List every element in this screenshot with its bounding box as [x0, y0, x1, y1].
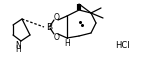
- Text: B: B: [46, 22, 52, 32]
- Text: O: O: [54, 32, 60, 41]
- Text: H: H: [64, 38, 70, 48]
- Text: O: O: [54, 12, 60, 22]
- Text: H: H: [15, 45, 21, 53]
- Text: HCl: HCl: [115, 41, 129, 51]
- Text: N: N: [15, 40, 21, 50]
